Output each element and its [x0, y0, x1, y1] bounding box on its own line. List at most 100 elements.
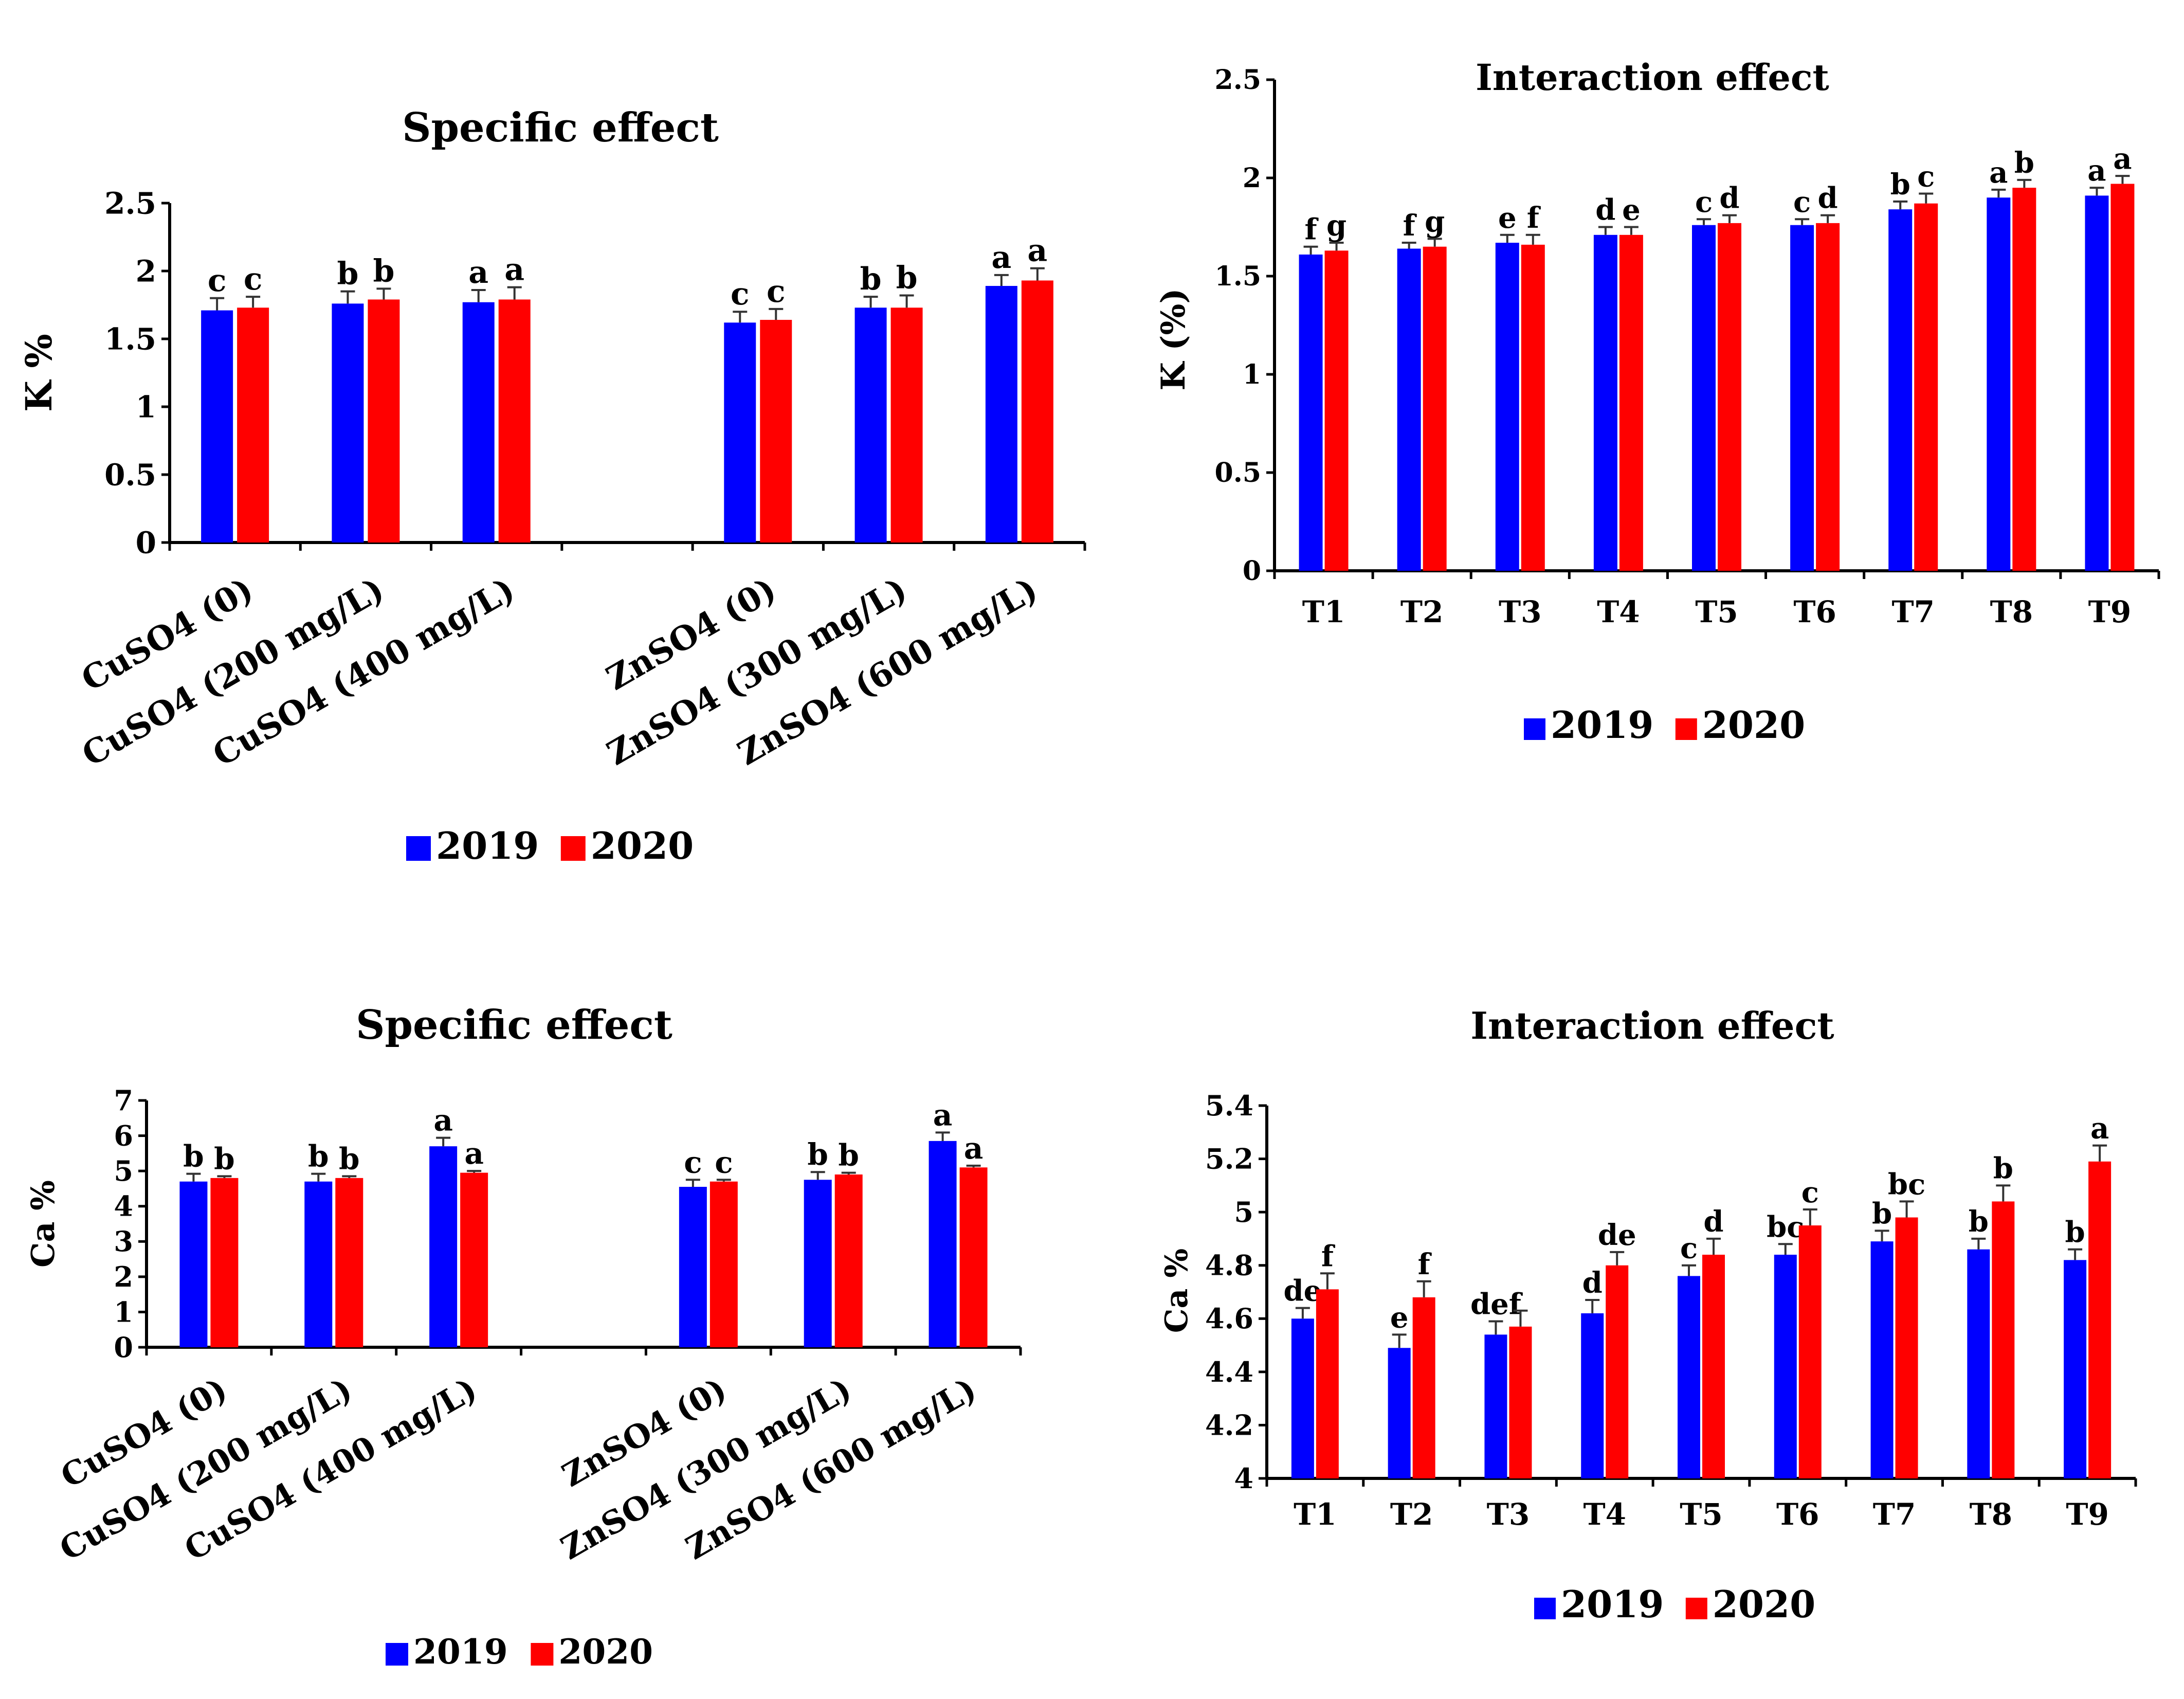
- bar-2020-T9: [2110, 184, 2135, 571]
- significance-letter: b: [1993, 1151, 2013, 1185]
- significance-letter: c: [208, 263, 227, 299]
- x-category-label: T4: [1597, 594, 1640, 629]
- significance-letter: g: [1425, 205, 1445, 239]
- y-tick-label: 0.5: [104, 457, 156, 492]
- significance-letter: a: [991, 240, 1011, 276]
- y-tick-label: 7: [114, 1084, 133, 1117]
- significance-letter: f: [1321, 1239, 1336, 1273]
- bar-2020-CuSO4 (400 mg/L): [460, 1172, 488, 1347]
- significance-letter: b: [308, 1139, 329, 1174]
- x-category-label: T3: [1487, 1497, 1530, 1532]
- bar-2020-CuSO4 (200 mg/L): [335, 1178, 363, 1347]
- significance-letter: de: [1598, 1218, 1636, 1252]
- y-tick-label: 6: [114, 1119, 133, 1152]
- significance-letter: f: [1418, 1248, 1432, 1281]
- y-tick-label: 0.5: [1215, 457, 1261, 489]
- legend-label-2019: 2019: [1551, 703, 1653, 747]
- chart-title: Specific effect: [402, 104, 719, 151]
- significance-letter: a: [2087, 154, 2106, 188]
- significance-letter: b: [339, 1141, 360, 1176]
- x-category-label: T1: [1302, 594, 1345, 629]
- bar-2020-T7: [1914, 203, 1938, 571]
- bar-2020-T4: [1619, 234, 1643, 571]
- bar-2019-CuSO4 (400 mg/L): [462, 302, 495, 543]
- legend-label-2020: 2020: [1713, 1582, 1815, 1626]
- bar-2019-ZnSO4 (600 mg/L): [985, 286, 1017, 543]
- significance-letter: g: [1326, 209, 1346, 243]
- significance-letter: b: [1969, 1205, 1989, 1239]
- chart-title: Specific effect: [356, 1002, 672, 1049]
- y-tick-label: 2: [114, 1260, 133, 1293]
- y-tick-label: 2: [1243, 162, 1261, 194]
- bar-2019-T4: [1581, 1313, 1604, 1478]
- bar-2019-T5: [1692, 225, 1716, 571]
- x-category-label: T8: [1990, 594, 2033, 629]
- legend-label-2020: 2020: [558, 1632, 653, 1672]
- significance-letter: c: [1680, 1232, 1698, 1266]
- significance-letter: bc: [1767, 1210, 1804, 1244]
- bar-2019-ZnSO4 (0): [679, 1187, 707, 1347]
- significance-letter: c: [731, 276, 750, 312]
- bar-2019-T9: [2085, 195, 2109, 571]
- bar-2019-T4: [1593, 234, 1617, 571]
- bar-2020-T3: [1509, 1326, 1532, 1478]
- y-axis-label: K %: [17, 334, 60, 412]
- bar-2020-ZnSO4 (0): [760, 320, 792, 543]
- significance-letter: a: [504, 252, 524, 288]
- y-tick-label: 5.4: [1205, 1089, 1253, 1122]
- bar-2019-T6: [1774, 1255, 1797, 1478]
- y-axis-label: Ca %: [24, 1180, 62, 1268]
- significance-letter: f: [1305, 213, 1319, 247]
- bar-2020-T1: [1316, 1289, 1339, 1478]
- ca-interaction-effect-svg: Interaction effect Ca % 4 4.2 4.4 4.6 4.8 5 5.2 5…: [1159, 1004, 2137, 1626]
- bar-2020-CuSO4 (0): [237, 308, 269, 543]
- significance-letter: f: [1403, 209, 1417, 243]
- bar-2019-CuSO4 (400 mg/L): [429, 1146, 458, 1347]
- bar-2019-T8: [1967, 1249, 1990, 1478]
- significance-letter: a: [468, 255, 488, 291]
- significance-letter: b: [2014, 146, 2034, 180]
- bar-2020-CuSO4 (400 mg/L): [498, 299, 531, 543]
- bar-2019-T2: [1388, 1348, 1411, 1478]
- y-tick-label: 4: [1234, 1462, 1253, 1495]
- significance-letter: c: [1793, 185, 1811, 219]
- bar-2020-T1: [1324, 250, 1349, 571]
- bar-2019-T5: [1678, 1276, 1700, 1478]
- y-axis-label: Ca %: [1159, 1249, 1195, 1333]
- legend-swatch-2020: [560, 836, 586, 861]
- y-tick-label: 1: [1243, 359, 1261, 390]
- y-tick-label: 4.8: [1205, 1249, 1253, 1282]
- significance-letter: c: [767, 274, 786, 310]
- x-category-label: T9: [2088, 594, 2132, 629]
- significance-letter: a: [433, 1103, 453, 1138]
- significance-letter: c: [244, 261, 263, 297]
- significance-letter: a: [1989, 156, 2008, 190]
- bar-2019-T9: [2064, 1260, 2087, 1478]
- y-tick-label: 4: [114, 1190, 133, 1223]
- y-tick-label: 2.5: [104, 186, 156, 221]
- significance-letter: def: [1470, 1287, 1523, 1321]
- y-tick-label: 2: [136, 254, 156, 288]
- bar-2020-T2: [1412, 1297, 1435, 1478]
- y-tick-label: 2.5: [1215, 64, 1261, 96]
- bar-2020-CuSO4 (0): [210, 1178, 239, 1347]
- legend-swatch-2020: [1675, 718, 1697, 740]
- bar-2020-T5: [1702, 1255, 1725, 1478]
- bar-2019-ZnSO4 (0): [724, 322, 756, 543]
- x-category-label: T7: [1873, 1497, 1916, 1532]
- bar-2019-CuSO4 (0): [179, 1181, 208, 1347]
- significance-letter: b: [1872, 1197, 1892, 1231]
- y-axis-label: K (%): [1154, 288, 1193, 390]
- bar-2020-T7: [1895, 1217, 1918, 1478]
- legend-label-2020: 2020: [591, 824, 694, 867]
- x-category-label: T3: [1499, 594, 1542, 629]
- significance-letter: b: [838, 1138, 859, 1173]
- significance-letter: b: [2065, 1216, 2085, 1250]
- legend-label-2019: 2019: [436, 824, 539, 867]
- x-category-label: T2: [1390, 1497, 1433, 1532]
- ca-interaction-effect-chart: Interaction effect Ca % 4 4.2 4.4 4.6 4.8 5 5.2 5…: [1092, 926, 2184, 1699]
- y-tick-label: 5: [1234, 1196, 1253, 1228]
- chart-title: Interaction effect: [1476, 56, 1829, 99]
